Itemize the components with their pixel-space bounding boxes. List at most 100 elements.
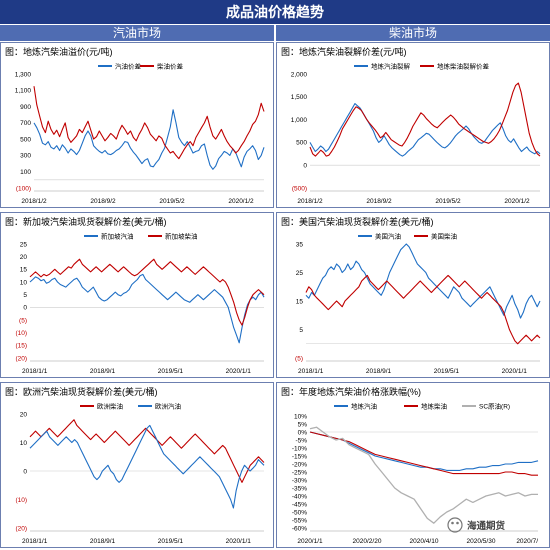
y-tick-label: 0 [303, 163, 307, 170]
y-tick-label: (10) [15, 497, 27, 504]
x-tick-label: 2020/4/10 [410, 538, 439, 545]
series-line-3 [309, 426, 538, 524]
y-tick-label: -60% [292, 525, 307, 532]
y-tick-label: -5% [295, 437, 307, 444]
x-tick-label: 2018/1/1 [298, 368, 324, 375]
left-column-title: 汽油市场 [113, 25, 161, 40]
y-tick-label: -55% [292, 517, 307, 524]
watermark: 海通期货 [447, 517, 506, 533]
x-tick-label: 2018/1/2 [297, 198, 323, 205]
x-tick-label: 2019/5/1 [434, 368, 460, 375]
chart-title: 图：欧洲汽柴油现货裂解价差(美元/桶) [5, 386, 158, 397]
y-tick-label: (5) [295, 355, 303, 362]
watermark-logo-eye-left [451, 521, 454, 525]
y-tick-label: 10% [294, 413, 307, 420]
legend-label: 欧洲汽油 [155, 401, 181, 410]
x-tick-label: 2018/1/1 [22, 368, 48, 375]
watermark-text: 海通期货 [467, 520, 506, 532]
x-tick-label: 2020/1/1 [226, 368, 252, 375]
series-line-2 [309, 431, 538, 476]
legend-label: 欧洲柴油 [97, 401, 123, 410]
series-line-1 [309, 431, 539, 471]
y-tick-label: 35 [296, 241, 304, 248]
legend-label: 美国柴油 [431, 231, 457, 240]
y-tick-label: 25 [296, 270, 304, 277]
chart-title: 图：地炼汽柴油裂解价差(元/吨) [281, 46, 407, 57]
y-tick-label: -40% [292, 493, 307, 500]
x-tick-label: 2020/1/2 [228, 198, 254, 205]
y-tick-label: 10 [20, 279, 28, 286]
series-line-2 [309, 82, 541, 157]
legend-label: 汽油价差 [115, 61, 142, 70]
y-tick-label: (100) [16, 185, 31, 192]
x-tick-label: 2020/2/20 [353, 538, 382, 545]
y-tick-label: -10% [292, 445, 307, 452]
x-tick-label: 2020/1/1 [502, 368, 528, 375]
x-tick-label: 2018/9/1 [366, 368, 392, 375]
y-tick-label: 5% [298, 421, 308, 428]
chart-panel-3: 图：新加坡汽柴油现货裂解价差(美元/桶) 25 20 15 10 5 0 (5) (10) (15… [0, 212, 274, 378]
chart-title: 图：年度地炼汽柴油价格涨跌幅(%) [281, 386, 421, 397]
y-tick-label: 1,100 [15, 88, 32, 95]
y-tick-label: 2,000 [291, 71, 308, 78]
y-tick-label: -30% [292, 477, 307, 484]
y-tick-label: 5 [299, 327, 303, 334]
charts-layer: 图：地炼汽柴油溢价(元/吨)1,3001,100900700500300100(… [0, 42, 550, 548]
chart-panel-2: 图：地炼汽柴油裂解价差(元/吨) 2,000 1,500 1,000 500 0 (500)… [276, 42, 550, 208]
right-column-header [276, 25, 550, 41]
chart-panel-1: 图：地炼汽柴油溢价(元/吨) 1,300 1,100 900 700 500 300 100 (… [0, 42, 274, 208]
y-tick-label: (15) [15, 343, 27, 350]
legend-label: 地炼柴油 [421, 401, 447, 410]
watermark-logo-eye-right [456, 521, 459, 525]
y-tick-label: 1,300 [15, 71, 32, 78]
y-tick-label: -50% [292, 509, 307, 516]
legend-label: 地炼汽油 [351, 401, 377, 410]
chart-title: 图：新加坡汽柴油现货裂解价差(美元/桶) [5, 216, 167, 227]
y-tick-label: 1,500 [291, 94, 308, 101]
y-tick-label: 5 [23, 292, 27, 299]
x-tick-label: 2018/9/2 [90, 198, 116, 205]
x-tick-label: 2019/5/2 [159, 198, 185, 205]
x-tick-label: 2018/9/2 [366, 198, 392, 205]
series-line-1 [33, 109, 265, 170]
x-tick-label: 2020/1/2 [504, 198, 530, 205]
series-line-2 [29, 424, 265, 509]
y-tick-label: 25 [20, 241, 28, 248]
series-line-2 [305, 274, 541, 345]
x-tick-label: 2019/5/2 [435, 198, 461, 205]
y-tick-label: -35% [292, 485, 307, 492]
x-tick-label: 2020/1/1 [297, 538, 323, 545]
y-tick-label: (20) [15, 525, 27, 532]
legend-label: 美国汽油 [375, 231, 401, 240]
x-tick-label: 2019/5/1 [158, 538, 184, 545]
y-tick-label: (500) [292, 185, 307, 192]
y-tick-label: 10 [20, 440, 28, 447]
x-tick-label: 2020/7/ [516, 538, 538, 545]
y-tick-label: 20 [20, 254, 28, 261]
y-tick-label: 0 [23, 468, 27, 475]
x-tick-label: 2018/9/1 [90, 368, 116, 375]
y-tick-label: 0 [23, 305, 27, 312]
chart-border [0, 382, 274, 548]
y-tick-label: 100 [20, 169, 31, 176]
legend-label: 新加坡柴油 [165, 231, 198, 240]
y-tick-label: 500 [296, 140, 307, 147]
y-tick-label: 300 [20, 153, 31, 160]
x-tick-label: 2018/1/1 [22, 538, 48, 545]
y-tick-label: 15 [20, 267, 28, 274]
y-tick-label: -20% [292, 461, 307, 468]
series-line-1 [29, 419, 265, 483]
y-tick-label: -45% [292, 501, 307, 508]
series-line-2 [33, 86, 265, 160]
series-line-2 [29, 258, 265, 326]
left-column-header [0, 25, 274, 41]
legend-label: SC原油(R) [479, 401, 510, 410]
y-tick-label: -25% [292, 469, 307, 476]
watermark-logo-icon [447, 517, 463, 533]
x-tick-label: 2018/9/1 [90, 538, 116, 545]
x-tick-label: 2020/5/30 [467, 538, 496, 545]
page-title: 成品油价格趋势 [226, 4, 324, 20]
chart-title: 图：地炼汽柴油溢价(元/吨) [5, 46, 113, 57]
y-tick-label: 1,000 [291, 117, 308, 124]
